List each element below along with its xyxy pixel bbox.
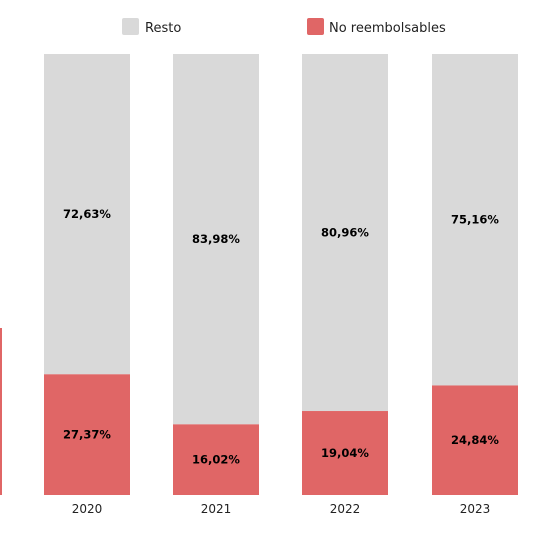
data-label-no-reembolsables-2020: 27,37% xyxy=(63,428,111,442)
bar-no-reembolsables-2020 xyxy=(44,374,130,495)
data-label-no-reembolsables-2021: 16,02% xyxy=(192,453,240,467)
x-tick-label-2023: 2023 xyxy=(460,502,491,516)
data-label-resto-2023: 75,16% xyxy=(451,213,499,227)
legend-swatch-no-reembolsables xyxy=(307,18,324,35)
legend-label-resto: Resto xyxy=(145,21,181,36)
data-labels: 72,63% 27,37% 83,98% 16,02% 80,96% 19,04% 75,1… xyxy=(63,207,499,467)
data-label-no-reembolsables-2023: 24,84% xyxy=(451,433,499,447)
legend-swatch-resto xyxy=(122,18,139,35)
x-tick-label-2020: 2020 xyxy=(72,502,103,516)
bar-resto-2021 xyxy=(173,54,259,425)
legend-label-no-reembolsables: No reembolsables xyxy=(329,21,446,36)
bar-resto-2023 xyxy=(432,54,518,386)
bars xyxy=(44,54,518,495)
x-axis-tick-labels: 2020 2021 2022 2023 xyxy=(72,502,491,516)
partial-bar-left-edge xyxy=(0,328,2,495)
data-label-resto-2022: 80,96% xyxy=(321,226,369,240)
data-label-resto-2021: 83,98% xyxy=(192,232,240,246)
data-label-resto-2020: 72,63% xyxy=(63,207,111,221)
legend: Resto No reembolsables xyxy=(122,18,446,36)
data-label-no-reembolsables-2022: 19,04% xyxy=(321,446,369,460)
bar-resto-2022 xyxy=(302,54,388,412)
bar-resto-2020 xyxy=(44,54,130,375)
x-tick-label-2022: 2022 xyxy=(330,502,361,516)
bar-no-reembolsables-2023 xyxy=(432,385,518,495)
x-tick-label-2021: 2021 xyxy=(201,502,232,516)
bar-no-reembolsables-2021 xyxy=(173,424,259,495)
bar-no-reembolsables-2022 xyxy=(302,411,388,495)
partial-left-bar xyxy=(0,328,2,495)
